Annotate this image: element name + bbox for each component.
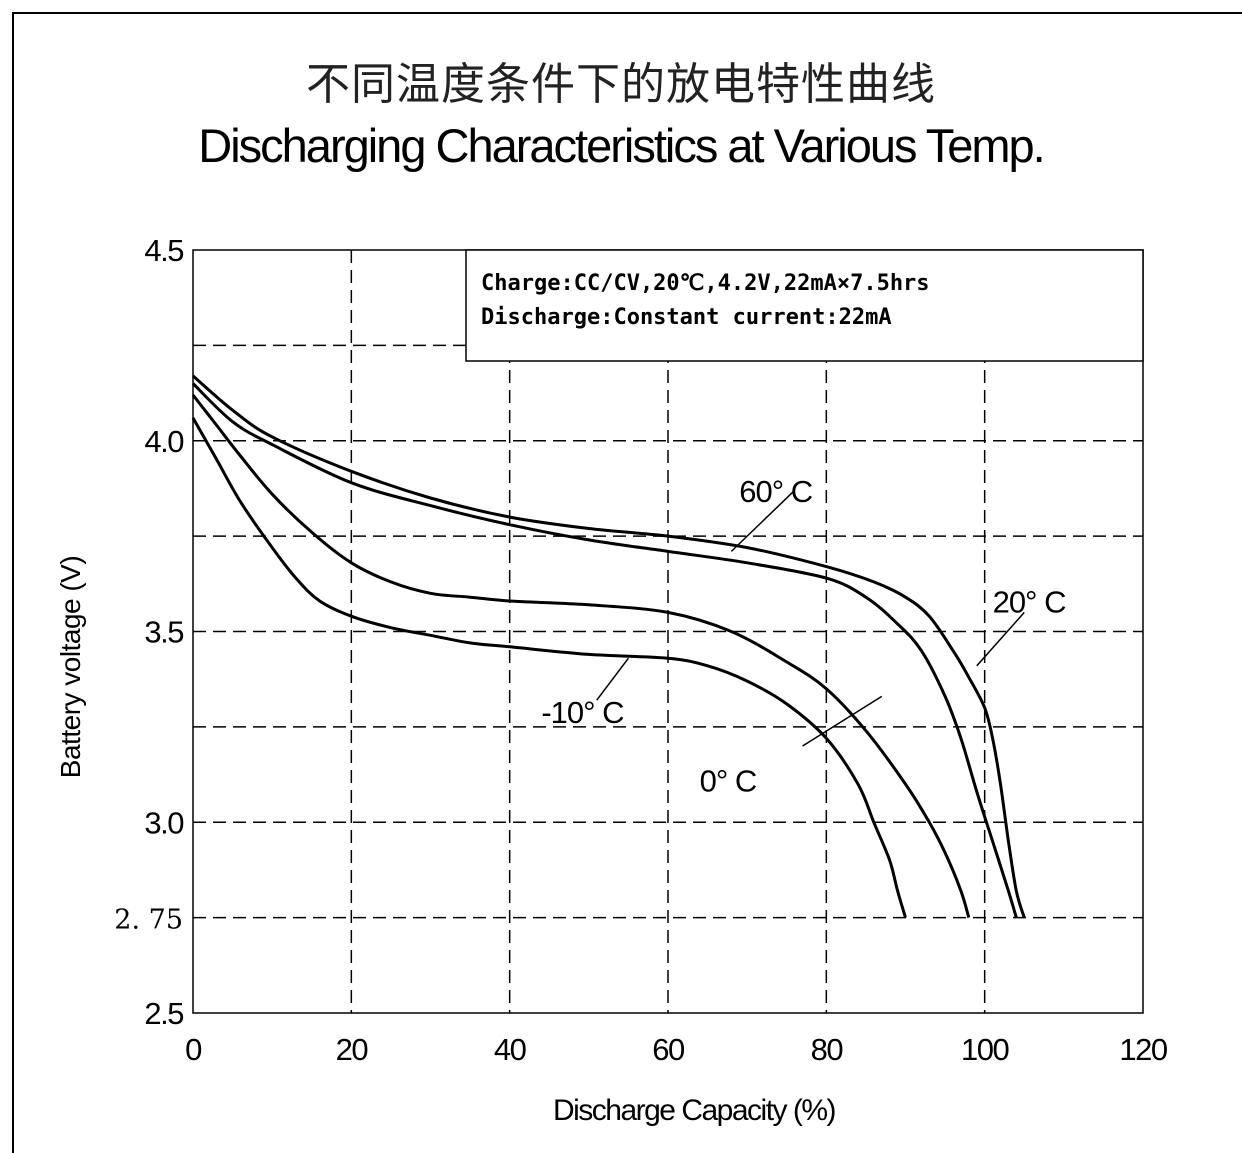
chart-title: 不同温度条件下的放电特性曲线 [306, 59, 936, 110]
discharge-condition-text: Discharge:Constant current:22mA [481, 305, 892, 330]
x-tick-100: 100 [961, 1032, 1009, 1067]
label-0-c: 0° C [700, 764, 757, 799]
x-axis-label: Discharge Capacity (%) [553, 1094, 836, 1127]
leader-10-c [596, 657, 630, 701]
charge-condition-text: Charge:CC/CV,20℃,4.2V,22mA×7.5hrs [481, 271, 930, 296]
figure-frame [12, 12, 1242, 1153]
chart-subtitle: Discharging Characteristics at Various T… [198, 119, 1045, 172]
label-10-c: -10° C [541, 695, 624, 730]
series-line-20-c [191, 382, 1018, 919]
series-lines [191, 374, 1026, 919]
annotation-leaders [596, 489, 1025, 747]
series-line-60-c [192, 374, 1026, 919]
label-20-c: 20° C [993, 584, 1066, 619]
conditions-box: Charge:CC/CV,20℃,4.2V,22mA×7.5hrs Dischar… [465, 249, 1144, 362]
y-axis-label: Battery voltage (V) [55, 556, 86, 778]
tick-labels: 0 20 40 60 80 100 120 4.5 4.0 3.5 3.0 2. 75 2.5 [114, 233, 1169, 1067]
leader-0-c [802, 695, 883, 747]
y-tick-4: 4.0 [144, 424, 184, 459]
x-tick-80: 80 [811, 1032, 844, 1067]
x-tick-20: 20 [336, 1032, 369, 1067]
conditions-box-frame [465, 249, 1144, 362]
series-line-10-c [191, 417, 907, 919]
leader-20-c [976, 611, 1025, 667]
series-line-0-c [191, 394, 971, 919]
y-tick-4_5: 4.5 [144, 233, 183, 268]
y-tick-3: 3.0 [144, 805, 184, 840]
y-tick-2_5: 2.5 [144, 996, 183, 1031]
x-tick-120: 120 [1119, 1032, 1167, 1067]
x-tick-60: 60 [652, 1032, 685, 1067]
grid-lines [193, 250, 1143, 1013]
y-tick-3_5: 3.5 [144, 615, 183, 650]
leader-60-c [730, 489, 796, 552]
x-tick-0: 0 [185, 1032, 202, 1067]
series-labels: 60° C 20° C 0° C -10° C [541, 474, 1067, 799]
label-60-c: 60° C [739, 474, 812, 509]
x-tick-40: 40 [494, 1032, 527, 1067]
y-tick-2_75: 2. 75 [114, 905, 183, 936]
